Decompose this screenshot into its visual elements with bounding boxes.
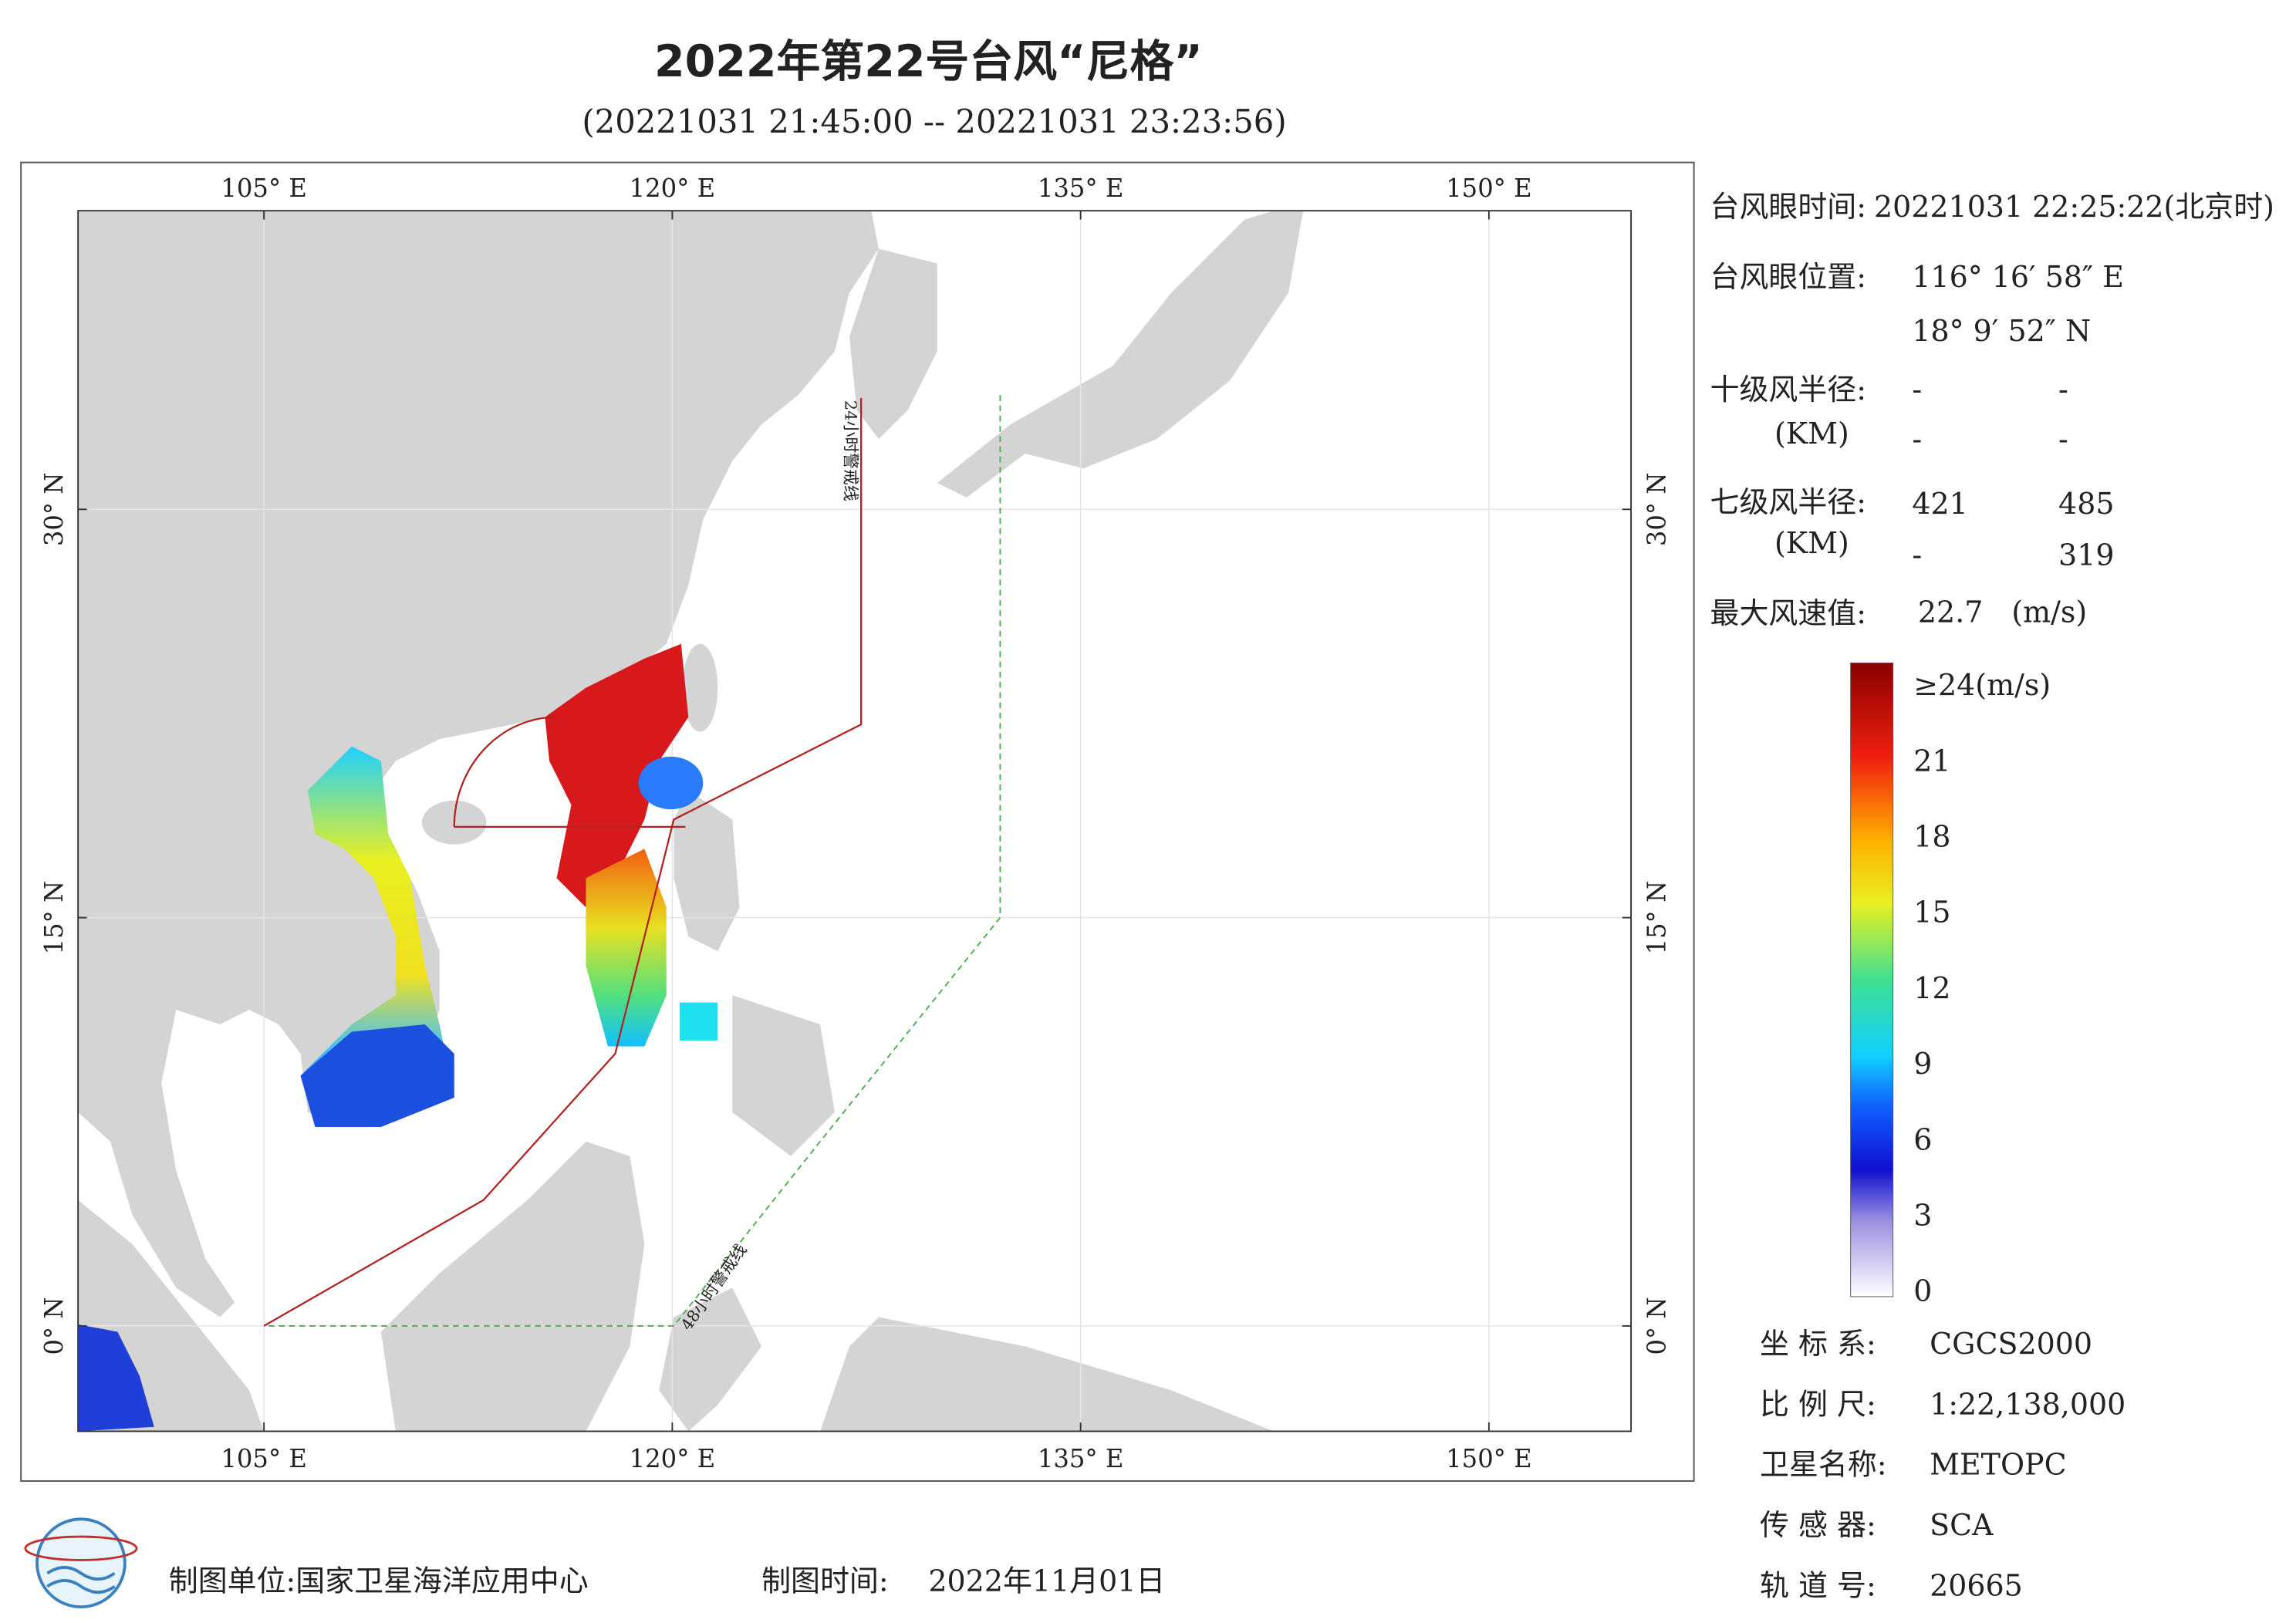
value: 116° 16′ 58″ E bbox=[1912, 260, 2124, 294]
map: 24小时警戒线 48小时警戒线 bbox=[77, 210, 1633, 1432]
land bbox=[78, 211, 879, 1318]
warning-line-24h bbox=[453, 716, 686, 828]
meta-value: 1:22,138,000 bbox=[1930, 1387, 2125, 1421]
lat-tick-label: 0° N bbox=[1643, 1297, 1672, 1355]
label: 台风眼位置: bbox=[1710, 260, 1866, 294]
value: 485 bbox=[2058, 487, 2114, 521]
land bbox=[849, 248, 937, 440]
colorbar-label: 12 bbox=[1913, 971, 1950, 1005]
meta-value: SCA bbox=[1930, 1508, 1994, 1542]
colorbar-label: 6 bbox=[1913, 1122, 1932, 1156]
lon-tick-label: 105° E bbox=[221, 1444, 306, 1473]
lat-tick-label: 30° N bbox=[1643, 472, 1672, 546]
value: 18° 9′ 52″ N bbox=[1912, 314, 2091, 348]
lat-tick-label: 0° N bbox=[39, 1297, 69, 1355]
label: 七级风半径: bbox=[1710, 485, 1866, 519]
value: - bbox=[1912, 422, 1922, 456]
value: - bbox=[1912, 373, 1922, 407]
lon-tick-label: 120° E bbox=[630, 1444, 715, 1473]
warning-label: 24小时警戒线 bbox=[841, 400, 859, 501]
land bbox=[937, 211, 1304, 498]
warning-line-24h bbox=[263, 398, 863, 1327]
meta-label: 卫星名称: bbox=[1760, 1448, 1887, 1482]
colorbar-label: 18 bbox=[1913, 820, 1950, 854]
wind-field bbox=[586, 849, 667, 1047]
colorbar bbox=[1850, 662, 1894, 1297]
colorbar-label: ≥24(m/s) bbox=[1913, 668, 2051, 702]
wind-field bbox=[638, 756, 704, 810]
footer-time: 2022年11月01日 bbox=[928, 1564, 1165, 1598]
logo bbox=[24, 1517, 138, 1609]
wind-field bbox=[78, 1324, 154, 1432]
meta-value: 20665 bbox=[1930, 1568, 2023, 1602]
wind-field bbox=[300, 1024, 454, 1127]
lon-tick-label: 150° E bbox=[1446, 174, 1531, 203]
meta-label: 传 感 器: bbox=[1760, 1508, 1876, 1542]
meta-label: 轨 道 号: bbox=[1760, 1568, 1876, 1602]
lat-tick-label: 15° N bbox=[39, 881, 69, 955]
land bbox=[820, 1317, 1275, 1432]
subtitle: (20221031 21:45:00 -- 20221031 23:23:56) bbox=[582, 103, 1286, 140]
lon-tick-label: 105° E bbox=[221, 174, 306, 203]
unit: (m/s) bbox=[2011, 595, 2087, 629]
meta-value: METOPC bbox=[1930, 1448, 2067, 1482]
label: 十级风半径: bbox=[1710, 373, 1866, 407]
land bbox=[674, 790, 740, 952]
info-panel: 台风眼时间: 20221031 22:25:22(北京时) 台风眼位置: 116… bbox=[1710, 190, 2274, 630]
value: 22.7 bbox=[1918, 595, 1983, 629]
meta-label: 比 例 尺: bbox=[1760, 1387, 1876, 1421]
land bbox=[659, 1287, 762, 1432]
land bbox=[380, 1141, 645, 1432]
value: 421 bbox=[1912, 487, 1967, 521]
value: 319 bbox=[2058, 538, 2114, 572]
title: 2022年第22号台风“尼格” bbox=[654, 36, 1203, 87]
colorbar-label: 3 bbox=[1913, 1198, 1932, 1232]
value: - bbox=[1912, 538, 1922, 572]
lon-tick-label: 120° E bbox=[630, 174, 715, 203]
label: (KM) bbox=[1774, 526, 1849, 560]
footer-unit: 制图单位:国家卫星海洋应用中心 bbox=[169, 1564, 589, 1598]
label: (KM) bbox=[1774, 417, 1849, 450]
meta-value: CGCS2000 bbox=[1930, 1327, 2092, 1361]
value: - bbox=[2058, 373, 2068, 407]
colorbar-label: 21 bbox=[1913, 744, 1950, 778]
lon-tick-label: 135° E bbox=[1038, 174, 1123, 203]
lat-tick-label: 15° N bbox=[1643, 881, 1672, 955]
lat-tick-label: 30° N bbox=[39, 472, 69, 546]
colorbar-label: 15 bbox=[1913, 896, 1950, 930]
lon-tick-label: 150° E bbox=[1446, 1444, 1531, 1473]
map-border bbox=[77, 210, 1633, 1432]
label: 最大风速值: bbox=[1710, 596, 1866, 630]
warning-line-48h bbox=[264, 395, 1001, 1327]
footer-time-label: 制图时间: bbox=[761, 1564, 889, 1598]
wind-field bbox=[545, 643, 689, 908]
map-frame bbox=[20, 161, 1695, 1482]
land bbox=[682, 643, 718, 732]
colorbar-label: 9 bbox=[1913, 1047, 1932, 1081]
land bbox=[732, 995, 835, 1156]
colorbar-label: 0 bbox=[1913, 1274, 1932, 1308]
lon-tick-label: 135° E bbox=[1038, 1444, 1123, 1473]
meta-label: 坐 标 系: bbox=[1760, 1327, 1876, 1361]
label: 台风眼时间: bbox=[1710, 190, 1866, 224]
value: - bbox=[2058, 422, 2068, 456]
value: 20221031 22:25:22(北京时) bbox=[1874, 190, 2274, 224]
wind-field bbox=[679, 1002, 718, 1041]
